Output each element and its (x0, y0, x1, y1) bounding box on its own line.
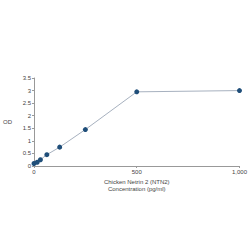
svg-text:0: 0 (32, 169, 36, 175)
svg-text:0.5: 0.5 (23, 150, 32, 156)
svg-text:1,000: 1,000 (232, 169, 248, 175)
svg-text:0: 0 (28, 163, 32, 169)
svg-text:3.5: 3.5 (23, 75, 32, 81)
svg-text:1.5: 1.5 (23, 125, 32, 131)
svg-text:Chicken Netrin 2 (NTN2): Chicken Netrin 2 (NTN2) (104, 179, 170, 185)
svg-text:2.5: 2.5 (23, 100, 32, 106)
svg-text:2: 2 (28, 113, 32, 119)
svg-text:1: 1 (28, 138, 32, 144)
svg-text:Concentration (pg/ml): Concentration (pg/ml) (108, 186, 166, 192)
svg-text:OD: OD (3, 119, 13, 125)
svg-text:500: 500 (132, 169, 143, 175)
svg-text:3: 3 (28, 88, 32, 94)
